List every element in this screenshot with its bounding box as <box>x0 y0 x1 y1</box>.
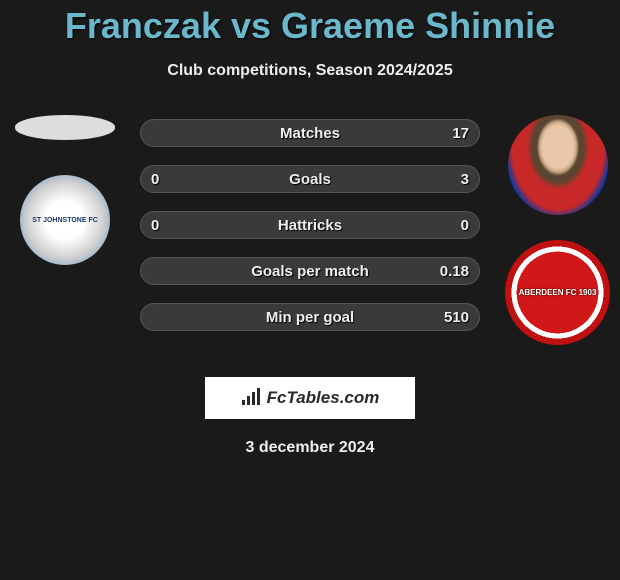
page-title: Franczak vs Graeme Shinnie <box>0 0 620 47</box>
stat-label: Matches <box>141 125 479 142</box>
stat-row-goals: 0 Goals 3 <box>140 165 480 193</box>
stat-label: Hattricks <box>141 217 479 234</box>
subtitle: Club competitions, Season 2024/2025 <box>0 62 620 80</box>
stat-label: Goals <box>141 171 479 188</box>
fctables-logo: FcTables.com <box>205 377 415 419</box>
stat-row-hattricks: 0 Hattricks 0 <box>140 211 480 239</box>
logo-icon <box>241 388 263 409</box>
player1-club-text: ST JOHNSTONE FC <box>32 217 98 224</box>
stat-right-value: 3 <box>461 171 469 188</box>
logo-text: FcTables.com <box>267 388 380 408</box>
right-column: ABERDEEN FC 1903 <box>503 115 610 345</box>
stat-right-value: 510 <box>444 309 469 326</box>
date-text: 3 december 2024 <box>0 439 620 457</box>
stat-right-value: 0 <box>461 217 469 234</box>
stat-label: Goals per match <box>141 263 479 280</box>
left-column: ST JOHNSTONE FC <box>10 115 115 265</box>
player1-avatar-placeholder <box>15 115 115 140</box>
stat-row-min-per-goal: Min per goal 510 <box>140 303 480 331</box>
stat-row-matches: Matches 17 <box>140 119 480 147</box>
stat-right-value: 17 <box>452 125 469 142</box>
stat-bars: Matches 17 0 Goals 3 0 Hattricks 0 Goals… <box>140 115 480 331</box>
stat-label: Min per goal <box>141 309 479 326</box>
stat-row-goals-per-match: Goals per match 0.18 <box>140 257 480 285</box>
player2-club-text: ABERDEEN FC 1903 <box>519 288 597 297</box>
stat-right-value: 0.18 <box>440 263 469 280</box>
player1-club-badge: ST JOHNSTONE FC <box>20 175 110 265</box>
player2-photo <box>508 115 608 215</box>
stats-area: ST JOHNSTONE FC ABERDEEN FC 1903 Matches… <box>0 115 620 365</box>
player2-club-badge: ABERDEEN FC 1903 <box>505 240 610 345</box>
